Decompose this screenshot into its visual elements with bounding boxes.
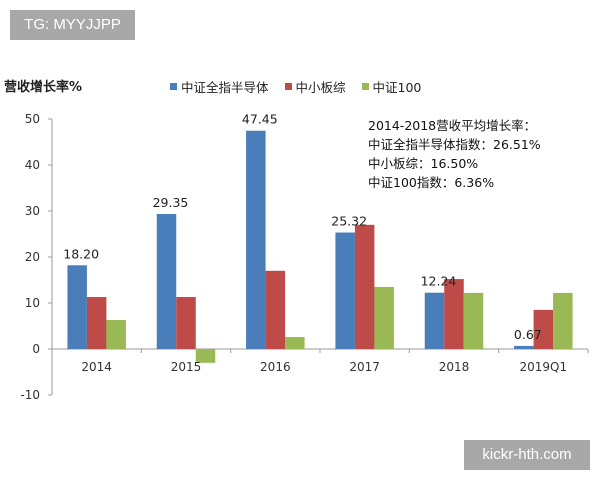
x-tick-label: 2016 xyxy=(260,360,291,374)
bar xyxy=(195,349,216,363)
bar xyxy=(67,265,87,349)
data-label: 12.24 xyxy=(421,274,457,289)
bar xyxy=(156,213,177,349)
legend-label: 中小板综 xyxy=(295,80,346,95)
legend-item-csi100: 中证100 xyxy=(361,77,422,96)
y-tick-label: 10 xyxy=(25,296,40,310)
x-tick-label: 2015 xyxy=(171,360,202,374)
annotation-line: 中证100指数：6.36% xyxy=(368,175,495,190)
data-label: 0.67 xyxy=(514,327,542,342)
bar xyxy=(86,297,107,349)
legend-item-semiconductor: 中证全指半导体 xyxy=(170,77,269,96)
annotation-line: 中小板综：16.50% xyxy=(368,156,479,171)
legend-label: 中证100 xyxy=(372,80,422,95)
bar xyxy=(533,309,554,349)
legend-swatch-green xyxy=(361,83,369,90)
y-axis-label: 营收增长率% xyxy=(4,80,83,95)
legend-item-sme-composite: 中小板综 xyxy=(284,77,346,96)
bar xyxy=(463,292,484,349)
bar xyxy=(246,130,266,349)
y-tick-label: 50 xyxy=(25,112,40,126)
bar xyxy=(424,292,445,349)
x-tick-label: 2014 xyxy=(81,360,112,374)
watermark-bottom-right: kickr-hth.com xyxy=(464,440,590,470)
legend-swatch-red xyxy=(284,83,292,90)
bar xyxy=(285,337,305,349)
legend-label: 中证全指半导体 xyxy=(181,80,269,95)
bar xyxy=(176,297,196,349)
bar xyxy=(444,279,464,349)
y-tick-label: 30 xyxy=(25,204,40,218)
chart-legend: 中证全指半导体 中小板综 中证100 xyxy=(170,77,421,96)
bar xyxy=(374,286,394,349)
bar xyxy=(514,345,534,349)
bar xyxy=(106,320,126,349)
average-growth-annotation: 2014-2018营收平均增长率： 中证全指半导体指数：26.51% 中小板综：… xyxy=(368,116,541,192)
y-tick-label: 20 xyxy=(25,250,40,264)
y-tick-label: 40 xyxy=(25,158,40,172)
bar xyxy=(354,224,375,349)
data-label: 29.35 xyxy=(153,195,189,210)
x-tick-label: 2017 xyxy=(349,360,380,374)
data-label: 18.20 xyxy=(63,246,99,261)
x-tick-label: 2019Q1 xyxy=(520,360,568,374)
legend-swatch-blue xyxy=(170,83,177,90)
bar xyxy=(553,292,573,349)
data-label: 47.45 xyxy=(242,112,278,127)
x-tick-label: 2018 xyxy=(439,360,470,374)
watermark-top-left: TG: MYYJJPP xyxy=(10,10,135,40)
bar xyxy=(335,232,355,349)
annotation-line: 中证全指半导体指数：26.51% xyxy=(368,137,541,152)
y-tick-label: -10 xyxy=(20,388,40,402)
bar xyxy=(265,270,286,349)
annotation-line: 2014-2018营收平均增长率： xyxy=(368,118,537,133)
y-tick-label: 0 xyxy=(32,342,40,356)
data-label: 25.32 xyxy=(331,214,367,229)
